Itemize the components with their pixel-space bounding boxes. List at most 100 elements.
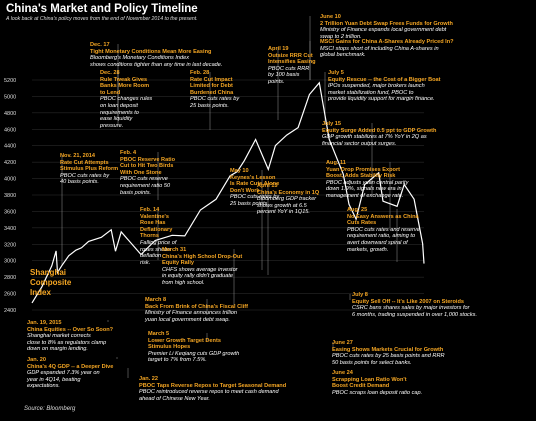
annotation-headline: Intensifies Easing: [268, 59, 316, 66]
y-tick-label: 3600: [4, 209, 16, 215]
annotation-detail: yuan local government debt swap.: [145, 316, 230, 323]
annotation: March 8 Back From Brink of China's Fiscal…: [145, 297, 303, 323]
annotation-date: April 19: [268, 46, 289, 52]
annotation-detail: Shanghai market corrects: [27, 333, 91, 340]
annotation: Nov. 21, 2014 Rate Cut Attempts Stimulus P…: [60, 153, 152, 186]
annotation-detail: basis points.: [120, 189, 152, 196]
annotation-detail: roses shows: [140, 246, 172, 253]
annotation: Feb. 14 Valentine's Rose Has Deflationary Th…: [140, 207, 195, 266]
y-tick-label: 2600: [4, 292, 16, 298]
annotation: May 10 Keynes's Lesson Is Rate Cuts Alone D…: [230, 168, 334, 208]
annotation-date: March 8: [145, 297, 167, 303]
annotation-headline: Boost Credit Demand: [332, 383, 390, 390]
annotation-detail: deflation: [140, 253, 162, 260]
annotation-detail: target to 7% from 7.5%.: [148, 357, 207, 364]
annotation-detail: Ministry of Finance announces trillion: [145, 310, 238, 317]
annotation-headline: China's High School Drop-Out: [162, 253, 243, 260]
annotation-detail: by 100 basis: [268, 72, 300, 79]
y-axis-ticks: 2400 2600 2800 3000 3200 3400 3600 3800 4000 4200…: [4, 78, 16, 314]
annotation: July 8 Equity Sell Off -- It's Like 2007 …: [352, 292, 532, 318]
annotation-headline: PBOC Taps Reverse Repos to Target Season…: [139, 382, 287, 389]
annotation-detail: PBOC cuts rates by: [60, 172, 110, 179]
annotation-headline: No Easy Answers as China: [347, 213, 419, 220]
annotation-detail: in equity rally didn't graduate: [162, 273, 234, 280]
annotation-headline: Easing Shows Markets Crucial for Growth: [332, 346, 444, 353]
annotation-headline: Scrapping Loan Ratio Won't: [332, 376, 407, 383]
y-tick-label: 4200: [4, 160, 16, 166]
annotation-detail: Falling price of: [140, 239, 177, 246]
annotation-headline: Valentine's: [140, 213, 170, 220]
annotation-detail: down on margin lending.: [27, 346, 88, 353]
annotation-detail: 50 basis points for select banks.: [332, 359, 412, 366]
annotation-detail: percent YoY in 1Q15.: [257, 209, 310, 216]
annotation-headline: Rose Has: [140, 220, 166, 227]
annotation-headline: Stimulus Hopes: [148, 344, 191, 351]
annotation-headline: Equity Rally: [162, 260, 195, 267]
annotation-date: Dec. 17: [90, 42, 110, 48]
annotation-date: Dec. 28: [100, 70, 120, 76]
annotation: March 31 China's High School Drop-Out Equi…: [162, 247, 298, 287]
annotation: June 27 Easing Shows Markets Crucial for …: [332, 340, 532, 366]
annotation-detail: risk.: [140, 259, 151, 266]
annotation: June 24 Scrapping Loan Ratio Won't Boost C…: [332, 370, 482, 396]
annotation-detail: ease liquidity: [100, 116, 133, 123]
annotation-date: June 10: [320, 14, 341, 20]
annotation-detail: GDP growth stabilizes at 7% YoY in 2Q as: [322, 134, 427, 141]
annotation-date: July 5: [328, 70, 344, 76]
annotation: Feb. 28 Rate Cut Impact Limited for Debt Bu…: [190, 70, 256, 110]
annotation-date: July 15: [322, 121, 341, 127]
annotation-headline: 2 Trillion Yuan Debt Swap Frees Funds fo…: [320, 20, 453, 27]
annotation-headline: Equity Rescue -- the Cost of a Bigger Bo…: [328, 76, 441, 83]
annotation-headline: to Lend: [100, 89, 121, 96]
annotation-leaders: [61, 16, 398, 378]
annotation: July 5 Equity Rescue -- the Cost of a Big…: [328, 70, 534, 103]
annotation-detail: Premier Li Keqiang cuts GDP growth: [148, 350, 240, 357]
annotation-headline: MSCI Gains for China A-Shares Already Pr…: [320, 39, 454, 45]
annotation-detail: down 1.9%, signals new era in: [326, 186, 402, 193]
annotation: Feb. 4 PBOC Reserve Ratio Cut to Hit Two B…: [120, 150, 202, 196]
annotation-detail: PBOC changes rules: [100, 96, 153, 103]
annotation-detail: expectations.: [27, 383, 60, 390]
annotation-headline: Lower Growth Target Dents: [148, 337, 221, 344]
annotation-detail: 40 basis points.: [60, 179, 99, 186]
annotation-headline: Rate Cut Attempts: [60, 159, 109, 166]
annotation-headline: Thorns: [140, 233, 159, 240]
annotation-detail: MSCI stops short of including China A-sh…: [320, 45, 439, 52]
annotation-detail: 6 months, trading suspended in over 1,00…: [352, 311, 478, 318]
annotation-headline: Equity Sell Off -- It's Like 2007 on Ste…: [352, 298, 464, 305]
annotation: Jan. 19, 2015 China Equities -- Over So S…: [27, 320, 167, 353]
y-tick-label: 4600: [4, 127, 16, 133]
annotation-detail: requirements to: [100, 109, 139, 116]
annotation-date: Jan. 19, 2015: [27, 320, 62, 326]
annotation-detail: shows growth at 6.5: [257, 202, 307, 209]
annotation-detail: PBOC reintroduced reverse repos to meet …: [139, 389, 279, 396]
annotation-detail: requirement ratio, aiming to: [347, 233, 416, 240]
annotation-headline: Limited for Debt: [190, 83, 233, 90]
annotation-date: Feb. 28: [190, 70, 210, 76]
annotation-detail: points.: [268, 78, 285, 85]
annotation-detail: PBOC scraps loan deposit ratio cap.: [332, 389, 423, 396]
annotation-detail: IPOs suspended, major brokers launch: [328, 83, 425, 90]
annotation-headline: Don't Work: [230, 187, 260, 194]
annotation-detail: close to 8% as regulators clamp: [27, 339, 107, 346]
annotation-detail: ahead of Chinese New Year.: [139, 395, 210, 402]
annotation-date: Aug. 25: [347, 207, 368, 213]
y-tick-label: 3800: [4, 193, 16, 199]
annotation-headline: Back From Brink of China's Fiscal Cliff: [145, 303, 248, 310]
annotation-headline: PBOC Reserve Ratio: [120, 156, 176, 163]
y-tick-label: 5200: [4, 78, 16, 84]
y-tick-label: 2400: [4, 308, 16, 314]
annotation-detail: PBOC cuts rates by: [230, 194, 280, 201]
y-tick-label: 5000: [4, 94, 16, 100]
annotation-date: Feb. 14: [140, 207, 160, 213]
annotation-headline: With One Stone: [120, 169, 162, 176]
annotation-headline: Banks More Room: [100, 83, 150, 90]
annotation-date: April 15: [257, 183, 278, 189]
annotation-headline: Keynes's Lesson: [230, 174, 276, 181]
annotation-headline: China's 4Q GDP -- a Deeper Dive: [27, 363, 114, 370]
annotation-headline: China Equities -- Over So Soon?: [27, 326, 114, 333]
annotation-detail: CSRC bans shares sales by major investor…: [352, 305, 470, 312]
annotation: April 15 China's Economy in 1Q Bloomberg G…: [257, 183, 357, 216]
annotation-detail: year in 4Q14, beating: [27, 376, 81, 383]
